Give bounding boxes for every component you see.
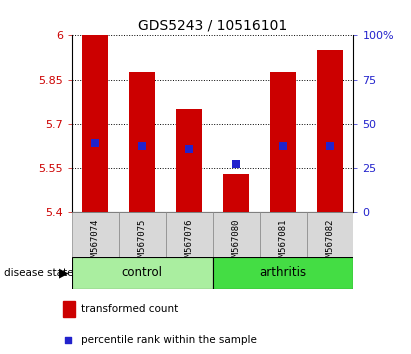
Point xyxy=(186,146,192,152)
Text: GSM567075: GSM567075 xyxy=(138,219,147,267)
Text: percentile rank within the sample: percentile rank within the sample xyxy=(81,335,257,346)
Bar xyxy=(176,109,202,212)
Bar xyxy=(83,35,108,212)
Bar xyxy=(72,212,119,257)
Point xyxy=(233,161,240,166)
Bar xyxy=(307,212,353,257)
Bar xyxy=(223,174,249,212)
Text: control: control xyxy=(122,266,163,279)
Bar xyxy=(213,212,260,257)
Text: GSM567076: GSM567076 xyxy=(185,219,194,267)
Text: GSM567074: GSM567074 xyxy=(91,219,100,267)
Text: disease state: disease state xyxy=(4,268,74,278)
Text: ▶: ▶ xyxy=(59,266,69,279)
Bar xyxy=(213,257,353,289)
Bar xyxy=(119,212,166,257)
Text: arthritis: arthritis xyxy=(259,266,307,279)
Text: transformed count: transformed count xyxy=(81,304,178,314)
Text: GSM567082: GSM567082 xyxy=(326,219,335,267)
Bar xyxy=(260,212,307,257)
Text: GSM567081: GSM567081 xyxy=(279,219,288,267)
Text: GSM567080: GSM567080 xyxy=(232,219,241,267)
Point xyxy=(65,338,72,343)
Bar xyxy=(270,72,296,212)
Bar xyxy=(129,72,155,212)
Point xyxy=(92,140,99,146)
Point xyxy=(280,143,286,149)
Bar xyxy=(63,301,76,317)
Point xyxy=(327,143,333,149)
Bar xyxy=(317,50,343,212)
Bar xyxy=(72,257,213,289)
Point xyxy=(139,143,145,149)
Bar xyxy=(166,212,213,257)
Title: GDS5243 / 10516101: GDS5243 / 10516101 xyxy=(138,19,287,33)
